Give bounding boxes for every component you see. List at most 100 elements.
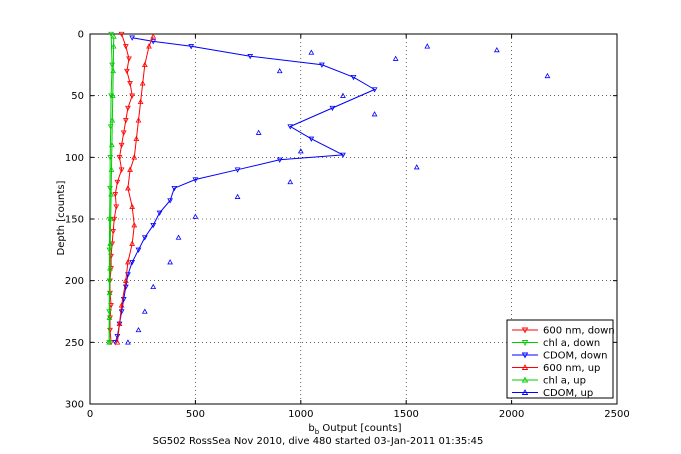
data-point xyxy=(124,68,130,75)
series-line xyxy=(116,36,154,343)
data-point xyxy=(110,43,117,49)
data-point xyxy=(150,283,157,289)
data-point xyxy=(135,326,142,333)
data-point xyxy=(276,157,283,163)
data-point xyxy=(308,49,315,55)
x-tick-label: 2000 xyxy=(499,409,524,420)
data-point xyxy=(392,55,399,61)
data-point xyxy=(108,166,115,172)
data-point xyxy=(329,105,336,112)
data-point xyxy=(131,222,138,228)
data-point xyxy=(113,204,120,210)
x-tick-label: 2500 xyxy=(604,409,629,420)
data-point xyxy=(109,141,115,148)
data-point xyxy=(110,33,117,39)
legend-box xyxy=(506,319,614,399)
data-point xyxy=(114,179,121,186)
data-point xyxy=(110,229,117,235)
data-point xyxy=(287,178,294,185)
legend-label: CDOM, down xyxy=(543,351,608,362)
data-point xyxy=(116,155,123,161)
data-point xyxy=(413,164,420,170)
data-point xyxy=(141,61,148,67)
data-point xyxy=(141,235,148,241)
data-point xyxy=(118,31,125,38)
data-point xyxy=(109,117,116,123)
data-point xyxy=(308,136,315,142)
data-point xyxy=(112,192,119,198)
data-point xyxy=(111,216,118,223)
legend-marker xyxy=(521,389,529,395)
data-point xyxy=(287,124,294,130)
legend-label: chl a, down xyxy=(543,338,600,349)
data-point xyxy=(135,247,142,253)
data-point xyxy=(129,35,136,41)
data-point xyxy=(150,39,157,45)
y-tick-label: 100 xyxy=(65,153,84,164)
data-point xyxy=(150,223,157,229)
legend-marker xyxy=(521,352,529,359)
data-point xyxy=(110,67,117,74)
legend-label: 600 nm, up xyxy=(543,363,600,374)
x-tick-label: 1500 xyxy=(393,409,418,420)
caption: SG502 RossSea Nov 2010, dive 480 started… xyxy=(153,436,484,447)
data-point xyxy=(167,198,173,204)
data-point xyxy=(297,148,304,154)
y-tick-label: 0 xyxy=(78,30,84,41)
x-tick-label: 1000 xyxy=(288,409,313,420)
y-tick-label: 50 xyxy=(71,91,84,102)
data-point xyxy=(129,240,136,246)
data-point xyxy=(129,260,136,266)
data-point xyxy=(106,314,113,320)
legend-marker xyxy=(521,327,529,334)
data-point xyxy=(544,72,551,79)
data-point xyxy=(150,33,157,39)
legend-marker xyxy=(521,364,529,370)
y-tick-label: 150 xyxy=(65,215,84,226)
data-point xyxy=(122,118,129,124)
x-tick-labels: 0 500 1000 1500 2000 2500 xyxy=(87,409,630,420)
data-point xyxy=(371,111,378,117)
y-tick-label: 300 xyxy=(65,400,84,411)
data-point xyxy=(118,167,125,173)
data-point xyxy=(108,93,114,99)
y-axis-label: Depth [counts] xyxy=(56,180,67,255)
data-point xyxy=(493,47,500,53)
data-point xyxy=(125,105,131,112)
legend-marker xyxy=(521,376,529,383)
data-point xyxy=(188,44,195,50)
data-point xyxy=(106,339,113,345)
data-point xyxy=(340,152,346,158)
x-axis-label: bb Output [counts] xyxy=(308,423,401,436)
x-tick-label: 500 xyxy=(186,409,205,420)
data-point xyxy=(234,167,241,173)
data-point xyxy=(371,87,378,93)
series-layer xyxy=(106,31,551,346)
data-point xyxy=(125,259,131,265)
data-point xyxy=(107,215,114,222)
x-tick-label: 0 xyxy=(87,409,93,420)
data-point xyxy=(109,241,116,247)
data-point xyxy=(131,154,138,160)
data-point xyxy=(171,186,178,192)
data-point xyxy=(192,213,199,219)
y-tick-label: 200 xyxy=(65,276,84,287)
data-point xyxy=(129,93,136,99)
series-5 xyxy=(125,43,551,345)
data-point xyxy=(135,117,142,123)
legend-label: 600 nm, down xyxy=(543,326,615,337)
data-point xyxy=(424,43,431,49)
data-point xyxy=(175,234,182,240)
data-point xyxy=(125,185,131,191)
data-point xyxy=(319,62,325,68)
data-point xyxy=(276,67,283,74)
data-point xyxy=(116,320,123,326)
data-point xyxy=(108,31,114,38)
data-point xyxy=(109,92,116,98)
y-tick-labels: 0 50 100 150 200 250 300 xyxy=(65,30,84,411)
data-point xyxy=(340,92,346,98)
data-point xyxy=(106,289,113,296)
y-tick-label: 250 xyxy=(65,338,84,349)
